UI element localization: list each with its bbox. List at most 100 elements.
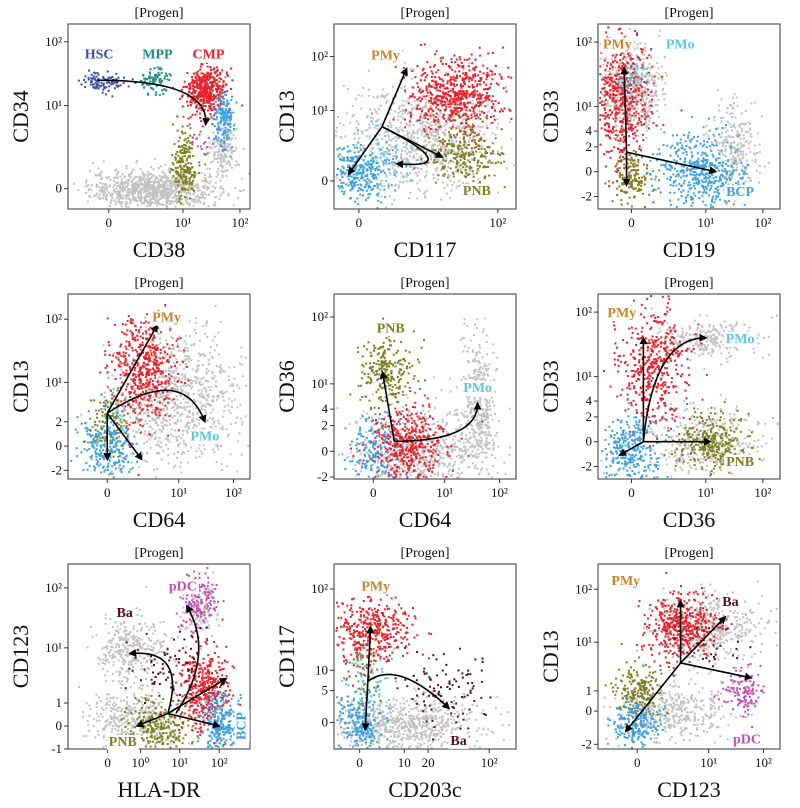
data-point-bcp xyxy=(339,187,341,189)
data-point-background xyxy=(86,179,88,181)
data-point-background xyxy=(425,174,427,176)
data-point-cmp xyxy=(458,93,460,95)
data-point-pmo xyxy=(358,151,360,153)
data-point-bcp xyxy=(368,185,370,187)
data-point-background xyxy=(337,116,339,118)
data-point-background xyxy=(141,188,143,190)
data-point-background xyxy=(212,190,214,192)
data-point-background xyxy=(392,138,394,140)
data-point-background xyxy=(732,108,734,110)
data-point-background xyxy=(123,188,125,190)
data-point-background xyxy=(736,97,738,99)
data-point-background xyxy=(132,193,134,195)
data-point-background xyxy=(636,112,638,114)
data-point-bcp xyxy=(217,132,219,134)
data-point-bcp xyxy=(224,122,226,124)
data-point-mpp xyxy=(149,72,151,74)
data-point-mpp xyxy=(150,87,152,89)
data-point-background xyxy=(398,186,400,188)
data-point-pnb xyxy=(185,178,187,180)
data-point-background xyxy=(747,131,749,133)
data-point-background xyxy=(234,150,236,152)
data-point-pnb xyxy=(492,152,494,154)
data-point-cmp xyxy=(492,95,494,97)
data-point-cmp xyxy=(466,73,468,75)
data-point-background xyxy=(656,95,658,97)
data-point-cmp xyxy=(492,103,494,105)
data-point-background xyxy=(210,191,212,193)
data-point-cmp xyxy=(502,47,504,49)
data-point-mpp xyxy=(152,88,154,90)
data-point-background xyxy=(739,158,741,160)
data-point-background xyxy=(424,98,426,100)
data-point-bcp xyxy=(376,183,378,185)
data-point-pnb xyxy=(480,137,482,139)
data-point-cmp xyxy=(681,109,683,111)
data-point-background xyxy=(646,130,648,132)
data-point-bcp xyxy=(217,125,219,127)
data-point-background xyxy=(208,205,210,207)
data-point-cmp xyxy=(198,83,200,85)
data-point-pnb xyxy=(463,154,465,156)
data-point-background xyxy=(411,134,413,136)
data-point-background xyxy=(422,117,424,119)
data-point-background xyxy=(727,121,729,123)
data-point-background xyxy=(118,199,120,201)
data-point-cmp xyxy=(424,115,426,117)
data-point-pnb xyxy=(438,126,440,128)
data-point-bcp xyxy=(215,118,217,120)
data-point-background xyxy=(171,202,173,204)
data-point-background xyxy=(231,158,233,160)
data-point-background xyxy=(130,189,132,191)
data-point-pnb xyxy=(175,153,177,155)
data-point-cmp xyxy=(450,76,452,78)
data-point-pnb xyxy=(464,163,466,165)
data-point-background xyxy=(420,168,422,170)
data-point-cmp xyxy=(203,87,205,89)
data-point-cmp xyxy=(431,70,433,72)
data-point-pnb xyxy=(183,174,185,176)
data-point-background xyxy=(152,191,154,193)
data-point-bcp xyxy=(218,109,220,111)
data-point-background xyxy=(398,108,400,110)
data-point-background xyxy=(497,151,499,153)
data-point-bcp xyxy=(225,112,227,114)
data-point-background xyxy=(214,202,216,204)
data-point-bcp xyxy=(360,185,362,187)
data-point-background xyxy=(394,137,396,139)
data-point-background xyxy=(385,95,387,97)
data-point-background xyxy=(714,116,716,118)
data-point-cmp xyxy=(220,78,222,80)
data-point-background xyxy=(195,185,197,187)
data-point-background xyxy=(710,148,712,150)
data-point-background xyxy=(176,191,178,193)
data-point-cmp xyxy=(199,113,201,115)
data-point-background xyxy=(197,195,199,197)
data-point-background xyxy=(421,131,423,133)
data-point-background xyxy=(235,128,237,130)
data-point-cmp xyxy=(449,67,451,69)
data-point-background xyxy=(117,185,119,187)
data-point-pnb xyxy=(435,182,437,184)
data-point-background xyxy=(374,109,376,111)
data-point-background xyxy=(615,67,617,69)
data-point-background xyxy=(443,152,445,154)
data-point-cmp xyxy=(419,108,421,110)
data-point-background xyxy=(386,100,388,102)
data-point-cmp xyxy=(206,73,208,75)
data-point-cmp xyxy=(459,58,461,60)
data-point-background xyxy=(437,157,439,159)
data-point-cmp xyxy=(486,74,488,76)
data-point-background xyxy=(607,100,609,102)
data-point-cmp xyxy=(428,127,430,129)
data-point-background xyxy=(194,201,196,203)
data-point-bcp xyxy=(226,136,228,138)
data-point-background xyxy=(664,93,666,95)
data-point-cmp xyxy=(203,85,205,87)
data-point-background xyxy=(176,187,178,189)
data-point-background xyxy=(170,200,172,202)
data-point-background xyxy=(166,197,168,199)
data-point-background xyxy=(166,192,168,194)
